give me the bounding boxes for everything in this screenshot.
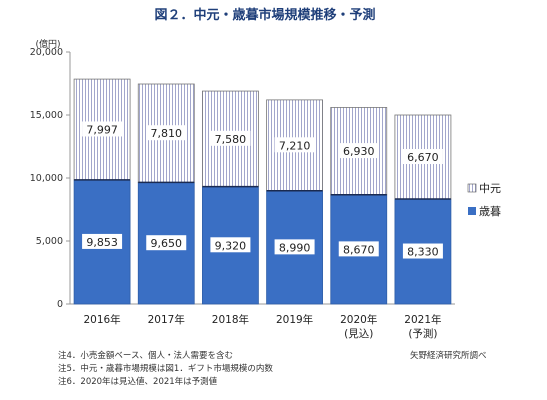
data-label: 8,670 — [343, 243, 375, 256]
data-label-bg — [82, 121, 123, 137]
category-labels: 2016年 2017年 2018年 2019年 2020年 (見込) 2021年(予測) — [83, 313, 441, 340]
chart-title: 図２．中元・歳暮市場規模推移・予測 — [154, 7, 375, 23]
data-label: 6,670 — [407, 151, 439, 164]
legend-swatch-seibo — [468, 207, 476, 215]
x-category-label: 2018年 — [212, 313, 249, 326]
x-category-label: 2021年 — [404, 313, 441, 326]
data-label: 9,853 — [86, 236, 118, 249]
y-tick-label: 0 — [57, 299, 63, 310]
data-label: 9,650 — [151, 237, 183, 250]
x-category-label: 2017年 — [148, 313, 185, 326]
y-tick-label: 5,000 — [36, 236, 63, 247]
legend-label-chugen: 中元 — [479, 182, 501, 195]
data-label-bg — [338, 143, 379, 159]
data-label: 6,930 — [343, 145, 375, 158]
x-category-label: 2019年 — [276, 313, 313, 326]
y-tick-label: 20,000 — [30, 47, 63, 58]
legend: 中元 歳暮 — [467, 182, 501, 218]
data-label: 8,990 — [279, 241, 311, 254]
legend-swatch-chugen — [467, 183, 477, 193]
data-label: 8,330 — [407, 246, 439, 259]
y-tick-label: 15,000 — [30, 110, 63, 121]
data-label-bg — [146, 235, 187, 251]
data-label-bg — [82, 233, 123, 249]
y-tick-label: 10,000 — [30, 173, 63, 184]
data-label-bg — [210, 130, 251, 146]
x-category-label: (見込) — [344, 328, 373, 340]
data-label-bg — [338, 241, 379, 257]
legend-label-seibo: 歳暮 — [479, 204, 501, 218]
note-5: 注5．中元・歳暮市場規模は図1．ギフト市場規模の内数 — [58, 363, 273, 374]
data-label: 7,210 — [279, 139, 311, 152]
data-label-bg — [402, 243, 443, 259]
footnotes: 注4．小売金額ベース、個人・法人需要を含む 注5．中元・歳暮市場規模は図1．ギフ… — [58, 350, 487, 387]
x-category-label: 2020年 — [340, 313, 377, 326]
x-category-label: 2016年 — [83, 313, 120, 326]
source-credit: 矢野経済研究所調べ — [410, 350, 487, 361]
data-label-bg — [146, 125, 187, 141]
note-4: 注4．小売金額ベース、個人・法人需要を含む — [58, 350, 233, 361]
y-axis-unit-label: (億円) — [35, 38, 60, 50]
data-label-bg — [210, 237, 251, 253]
data-label: 7,810 — [151, 127, 183, 140]
bars: 9,853 7,997 9,650 7,810 9,320 7,580 8,990 7,210… — [73, 78, 452, 305]
data-label-bg — [274, 137, 315, 153]
y-axis: 0 5,000 10,000 15,000 20,000 — [30, 47, 455, 310]
data-label: 9,320 — [215, 239, 247, 252]
note-6: 注6．2020年は見込値、2021年は予測値 — [58, 376, 218, 387]
data-label: 7,997 — [86, 123, 118, 136]
data-label: 7,580 — [215, 133, 247, 146]
data-label-bg — [274, 239, 315, 255]
x-category-label: (予測) — [408, 327, 437, 340]
data-label-bg — [402, 149, 443, 165]
